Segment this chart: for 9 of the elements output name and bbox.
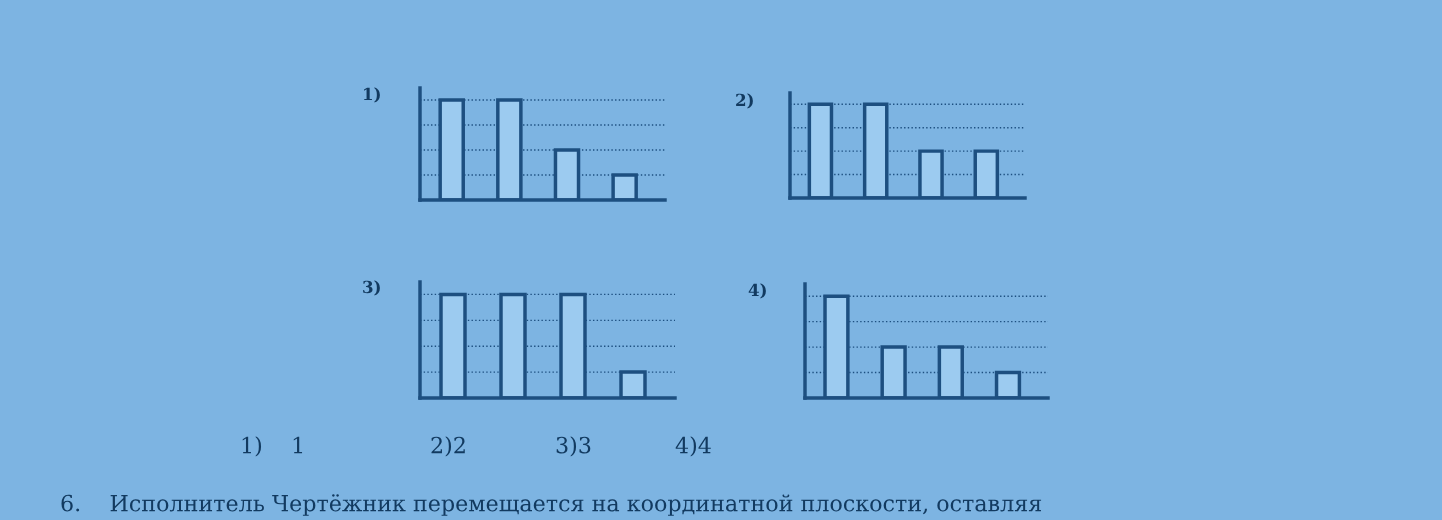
chart-title: 1)	[364, 87, 380, 103]
text: 3)3	[556, 436, 591, 457]
chart-title: 4)	[748, 283, 766, 299]
chart-title: 2)	[736, 93, 753, 109]
text: 2)2	[431, 436, 465, 457]
text: 1) 1	[242, 436, 303, 457]
text: 6. Исполнитель Чертёжник перемещается на координатной плоскости, оставляя	[61, 494, 1042, 516]
chart-title: 3)	[363, 280, 380, 296]
text: 4)4	[675, 436, 711, 457]
